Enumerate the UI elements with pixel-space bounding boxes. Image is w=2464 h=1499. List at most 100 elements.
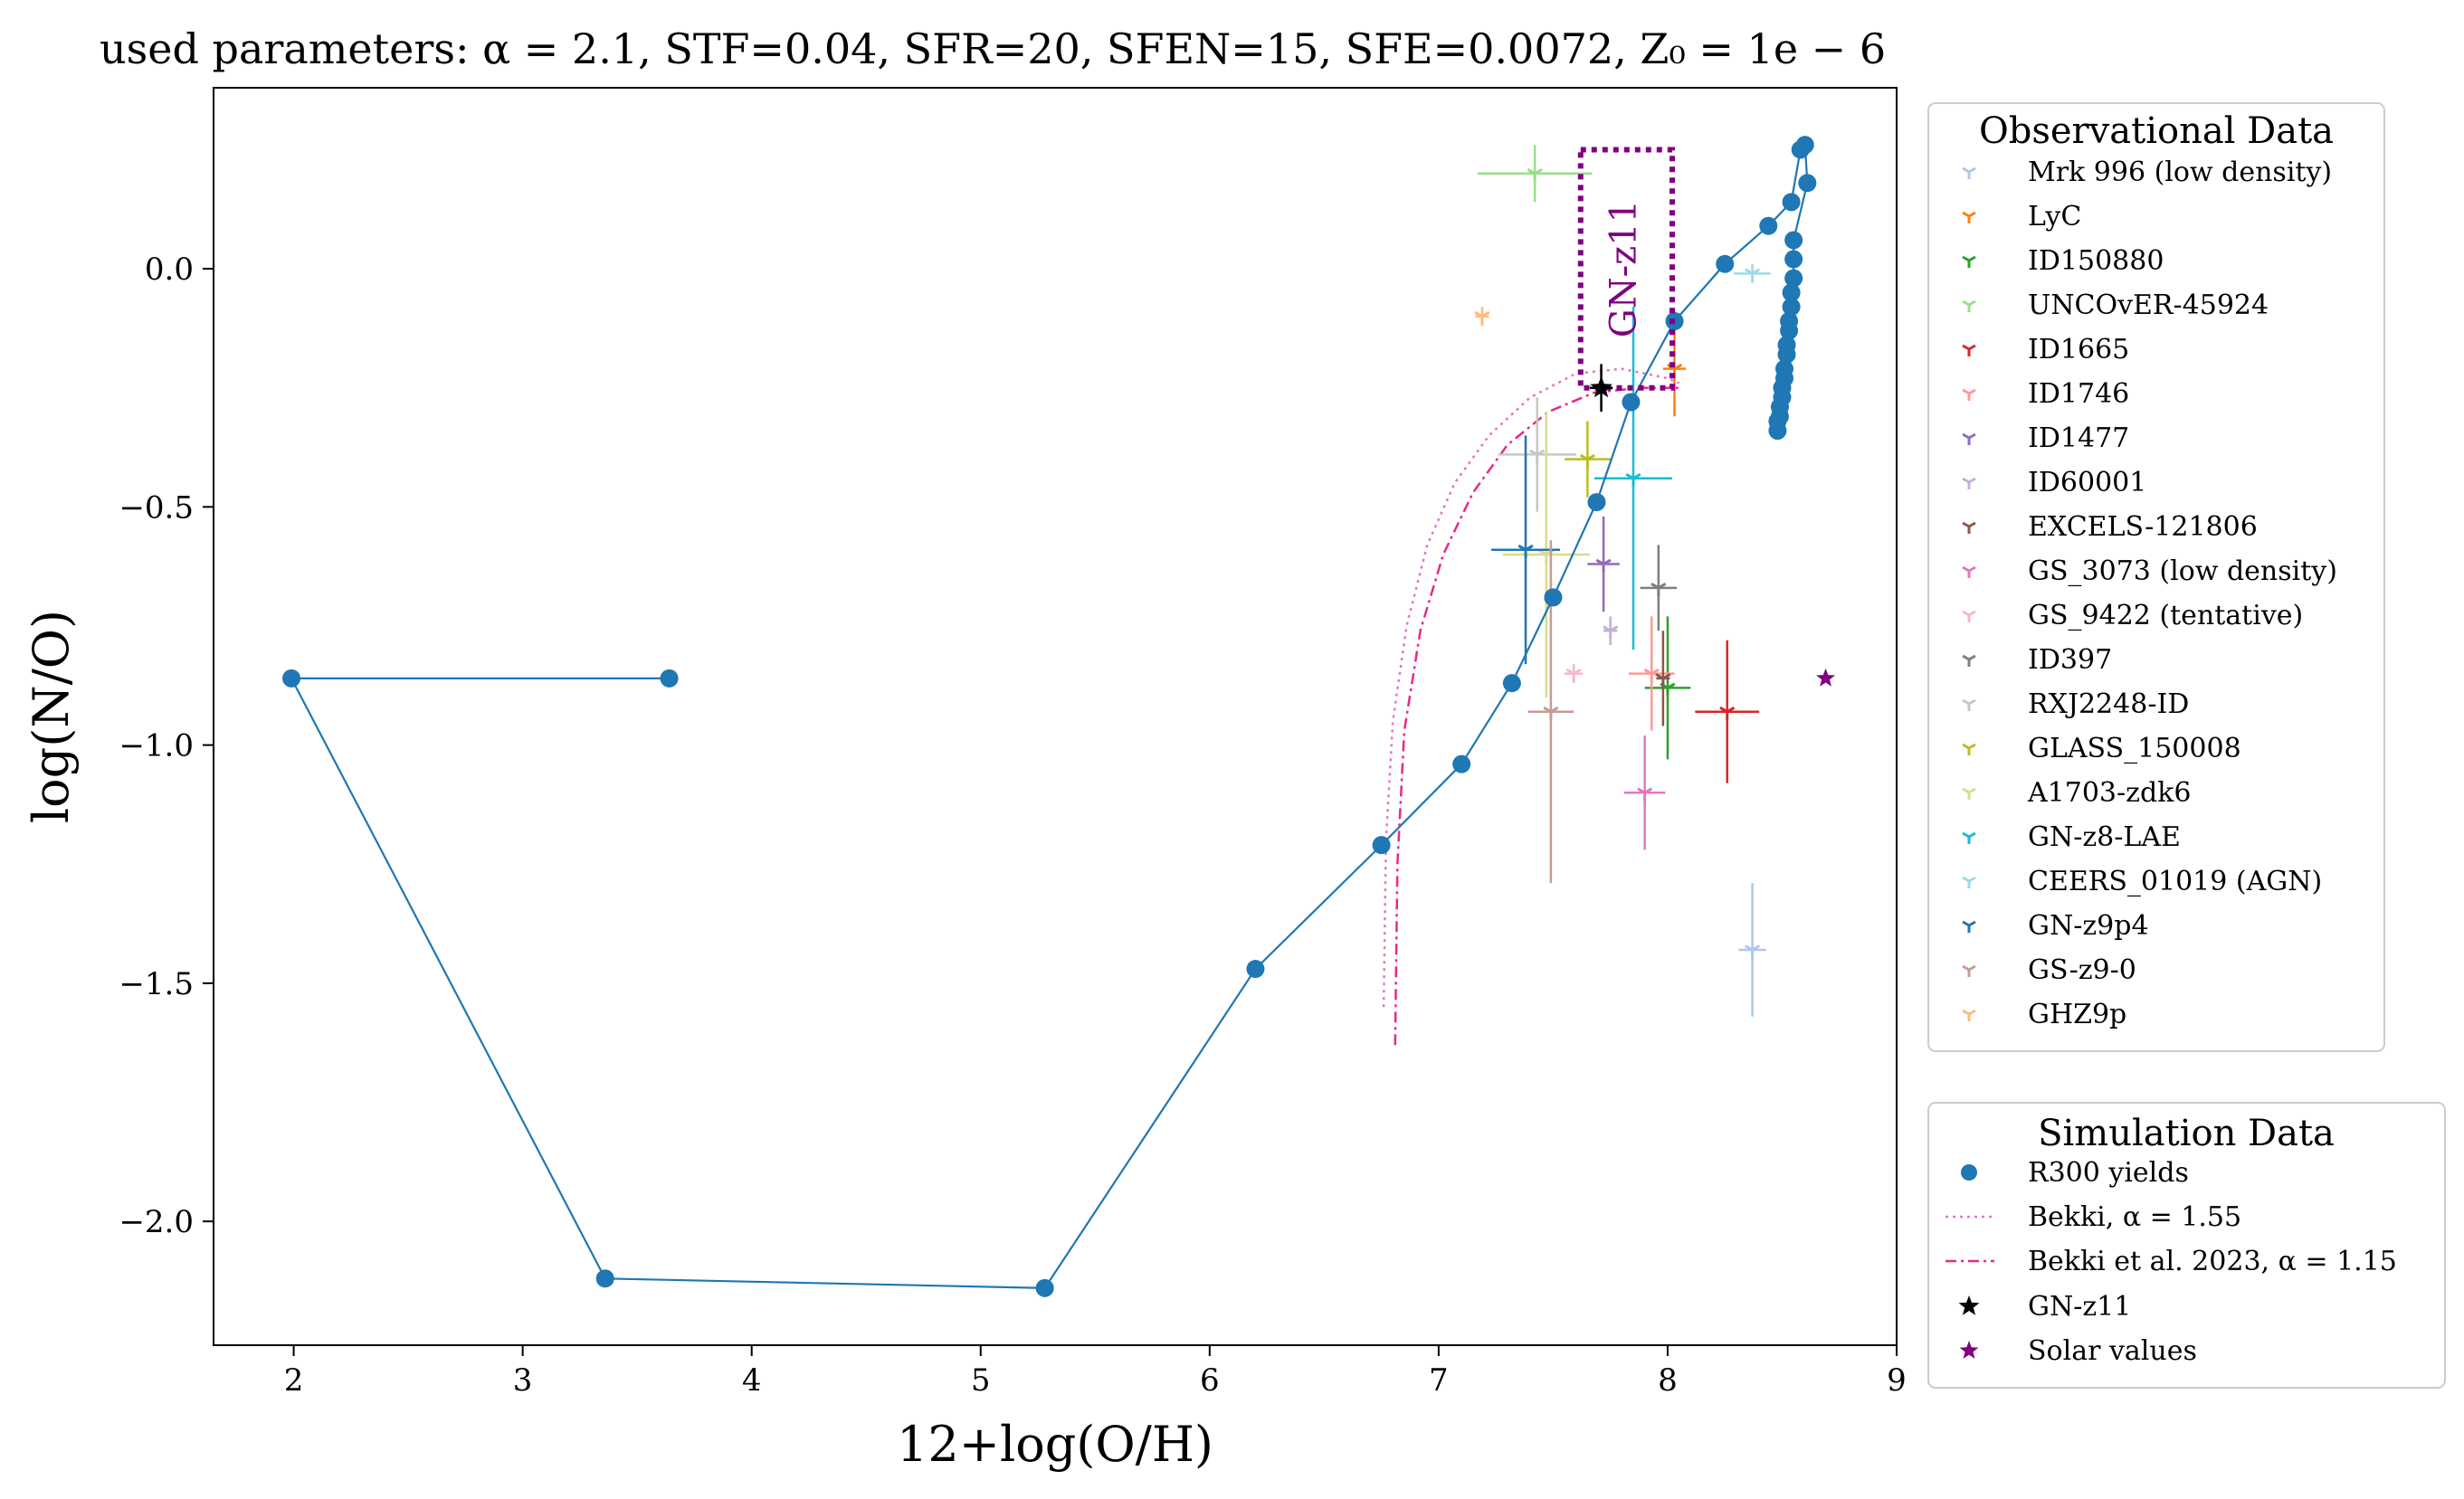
bekki-2023-1-15-curve <box>1394 386 1679 1046</box>
y-tick-label: −1.5 <box>119 966 194 1002</box>
legend-entry-solar: Solar values <box>1959 1335 2197 1367</box>
legend-entry-ID1477: ID1477 <box>1962 422 2129 454</box>
r300-point <box>1759 216 1778 235</box>
obs-point-ID1665 <box>1695 640 1760 783</box>
axes-frame <box>213 87 1898 1346</box>
obs-marker <box>1655 673 1671 687</box>
obs-marker <box>1719 706 1736 720</box>
legend-label: ID1477 <box>2028 422 2129 454</box>
legend-label: LyC <box>2028 201 2081 232</box>
legend-label: RXJ2248-ID <box>2028 688 2189 720</box>
legend-label: ID397 <box>2028 644 2112 676</box>
legend-entry-bekki-2023: Bekki et al. 2023, α = 1.15 <box>1946 1246 2397 1277</box>
obs-marker <box>1625 472 1641 487</box>
r300-point <box>1622 393 1641 412</box>
legend-entry-ID397: ID397 <box>1962 644 2112 676</box>
legend-marker <box>1962 610 1976 622</box>
r300-point <box>1716 254 1735 273</box>
legend-label: GN-z9p4 <box>2028 910 2149 942</box>
r300-point <box>1798 174 1817 193</box>
legend-label: R300 yields <box>2028 1157 2189 1189</box>
legend-label: A1703-zdk6 <box>2027 777 2191 809</box>
r300-point <box>1372 836 1391 855</box>
r300-point <box>1780 321 1799 340</box>
legend-marker <box>1959 1341 1979 1359</box>
r300-point <box>1452 754 1471 773</box>
legend-entry-GS_3073 (low density): GS_3073 (low density) <box>1962 555 2337 587</box>
legend-entry-CEERS_01019 (AGN): CEERS_01019 (AGN) <box>1962 866 2322 897</box>
obs-marker <box>1579 453 1595 468</box>
legend-label: ID1746 <box>2028 378 2129 410</box>
legend-observational-title: Observational Data <box>1979 110 2334 152</box>
obs-point-ID1746 <box>1628 616 1675 731</box>
r300-point <box>282 669 301 688</box>
r300-point <box>1587 493 1606 512</box>
r300-point <box>1782 193 1801 212</box>
x-tick-label: 5 <box>971 1362 991 1399</box>
obs-point-GS_9422 (tentative) <box>1565 664 1584 684</box>
legend-entry-GLASS_150008: GLASS_150008 <box>1962 733 2241 764</box>
legend-entry-ID60001: ID60001 <box>1962 467 2146 498</box>
y-tick-label: 0.0 <box>145 251 194 288</box>
legend-entry-GS_9422 (tentative): GS_9422 (tentative) <box>1962 600 2303 631</box>
legend-label: ID150880 <box>2028 245 2164 277</box>
legend-entry-ID150880: ID150880 <box>1962 245 2164 277</box>
legend-label: Bekki, α = 1.55 <box>2028 1201 2241 1233</box>
r300-point <box>1795 136 1814 155</box>
obs-point-CEERS_01019 (AGN) <box>1734 263 1771 283</box>
legend-marker <box>1962 565 1976 578</box>
legend-simulation-frame <box>1927 1102 2446 1389</box>
x-tick-label: 4 <box>742 1362 762 1399</box>
obs-marker <box>1637 787 1653 802</box>
legend-label: UNCOvER-45924 <box>2028 289 2269 321</box>
obs-marker <box>1744 268 1761 282</box>
legend-entry-GN-z9p4: GN-z9p4 <box>1962 910 2149 942</box>
legend-simulation: Simulation Data R300 yields Bekki, α = 1.… <box>1927 1102 2446 1389</box>
obs-marker <box>1565 668 1582 682</box>
legend-marker <box>1962 1009 1976 1021</box>
obs-marker <box>1517 544 1534 558</box>
obs-marker <box>1651 583 1667 596</box>
legend-marker <box>1962 211 1976 223</box>
legend-entry-LyC: LyC <box>1962 201 2081 232</box>
legend-entry-A1703-zdk6: A1703-zdk6 <box>1962 777 2191 809</box>
legend-marker <box>1962 388 1976 401</box>
legend-entry-ID1746: ID1746 <box>1962 378 2129 410</box>
bekki-1-55-curve <box>1382 367 1680 1008</box>
legend-entry-UNCOvER-45924: UNCOvER-45924 <box>1962 289 2269 321</box>
r300-point <box>1784 231 1803 250</box>
y-axis-label: log(N/O) <box>23 610 80 823</box>
x-axis-label: 12+log(O/H) <box>897 1416 1213 1473</box>
legend-entry-GS-z9-0: GS-z9-0 <box>1962 954 2136 986</box>
plot-area: GN-z11 <box>282 136 1835 1297</box>
legend-marker <box>1962 477 1976 489</box>
legend-entry-EXCELS-121806: EXCELS-121806 <box>1962 511 2258 543</box>
r300-point <box>1777 345 1796 364</box>
legend-entry-GHZ9p: GHZ9p <box>1962 999 2126 1030</box>
r300-point <box>1246 960 1265 979</box>
obs-point-UNCOvER-45924 <box>1477 145 1593 203</box>
gnz11-box-label: GN-z11 <box>1603 200 1644 337</box>
legend-label: GN-z11 <box>2028 1291 2131 1323</box>
y-tick-label: −1.0 <box>119 728 194 764</box>
legend-entry-Mrk 996 (low density): Mrk 996 (low density) <box>1962 157 2332 188</box>
obs-point-LyC <box>1662 320 1687 417</box>
obs-marker <box>1529 449 1546 463</box>
obs-point-Mrk 996 (low density) <box>1738 883 1766 1017</box>
legend-label: ID60001 <box>2028 467 2146 498</box>
legend-marker <box>1958 1295 1980 1315</box>
obs-point-ID1477 <box>1587 516 1620 612</box>
obs-marker <box>1527 167 1543 182</box>
y-axis-ticks: 0.0 −0.5 −1.0 −1.5 −2.0 <box>119 251 214 1240</box>
x-tick-label: 9 <box>1887 1362 1907 1399</box>
legend-marker <box>1962 964 1976 977</box>
legend-observational-frame <box>1927 102 2385 1052</box>
r300-point <box>1784 250 1803 269</box>
legend-entry-gnz11: GN-z11 <box>1958 1291 2131 1323</box>
legend-marker <box>1962 920 1976 933</box>
obs-marker <box>1744 944 1761 958</box>
r300-point <box>1035 1278 1054 1297</box>
legend-marker <box>1962 698 1976 711</box>
legend-marker <box>1961 1164 1977 1181</box>
